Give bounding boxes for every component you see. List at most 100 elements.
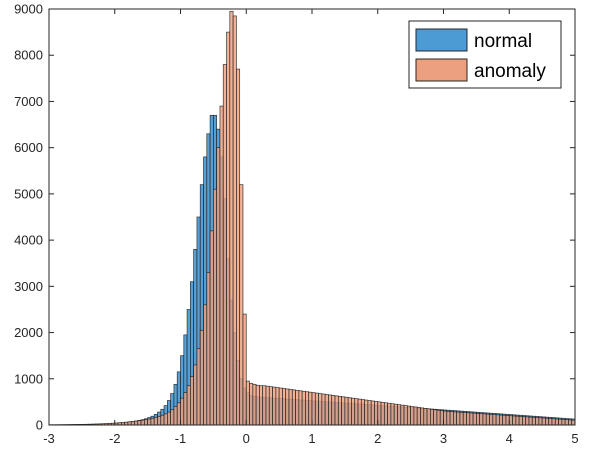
bar-anomaly: [232, 15, 237, 426]
bar-anomaly: [420, 407, 425, 426]
y-tick-label: 7000: [14, 94, 43, 109]
bar-anomaly: [476, 413, 481, 426]
bar-anomaly: [318, 393, 323, 426]
bar-anomaly: [321, 393, 326, 426]
bar-anomaly: [469, 412, 474, 426]
bar-anomaly: [459, 411, 464, 426]
bar-anomaly: [196, 348, 201, 426]
bar-anomaly: [347, 397, 352, 426]
bar-anomaly: [163, 413, 168, 426]
bar-anomaly: [393, 403, 398, 426]
bar-anomaly: [147, 418, 152, 426]
bar-anomaly: [324, 394, 329, 426]
y-tick-label: 0: [36, 418, 43, 433]
bar-anomaly: [331, 395, 336, 426]
bar-anomaly: [272, 386, 277, 426]
bar-anomaly: [242, 313, 247, 426]
bar-anomaly: [229, 10, 234, 426]
bar-anomaly: [531, 417, 536, 426]
y-axis-ticks: 0 1000 2000 3000 4000 5000 6000 7000 8000 9000: [14, 2, 575, 433]
bar-anomaly: [153, 417, 158, 426]
bar-anomaly: [495, 414, 500, 426]
bar-anomaly: [206, 272, 211, 426]
bar-anomaly: [252, 383, 257, 426]
bar-anomaly: [541, 417, 546, 426]
bar-anomaly: [183, 392, 188, 426]
bar-anomaly: [551, 418, 556, 426]
bar-anomaly: [499, 414, 504, 426]
bar-anomaly: [364, 399, 369, 426]
bar-anomaly: [370, 400, 375, 426]
bar-anomaly: [255, 384, 260, 426]
x-tick-label: 3: [440, 431, 447, 446]
bar-anomaly: [170, 409, 175, 426]
bar-anomaly: [173, 406, 178, 426]
y-tick-label: 1000: [14, 371, 43, 386]
bar-anomaly: [426, 408, 431, 426]
bar-anomaly: [406, 405, 411, 426]
bar-anomaly: [295, 389, 300, 426]
bar-anomaly: [462, 412, 467, 426]
bar-anomaly: [268, 386, 273, 426]
y-tick-label: 5000: [14, 186, 43, 201]
bar-anomaly: [357, 398, 362, 426]
bar-anomaly: [525, 416, 530, 426]
bar-anomaly: [344, 396, 349, 426]
bar-anomaly: [502, 414, 507, 426]
bar-anomaly: [554, 418, 559, 426]
bar-anomaly: [387, 402, 392, 426]
bar-anomaly: [430, 408, 434, 426]
y-tick-label: 6000: [14, 140, 43, 155]
bar-anomaly: [538, 417, 543, 426]
bar-anomaly: [259, 385, 264, 426]
bar-anomaly: [515, 415, 520, 426]
bar-anomaly: [479, 413, 484, 426]
bar-anomaly: [150, 417, 155, 426]
bar-anomaly: [400, 404, 405, 426]
bar-anomaly: [489, 414, 494, 426]
bar-anomaly: [301, 390, 306, 426]
bar-anomaly: [298, 390, 303, 426]
bar-anomaly: [433, 409, 438, 426]
y-tick-label: 4000: [14, 233, 43, 248]
bar-anomaly: [157, 416, 162, 426]
bar-anomaly: [390, 403, 395, 426]
bar-anomaly: [568, 419, 573, 426]
bar-anomaly: [528, 416, 533, 426]
bar-anomaly: [548, 418, 553, 426]
bar-anomaly: [360, 399, 365, 426]
bar-anomaly: [416, 407, 421, 426]
bar-anomaly: [262, 385, 267, 426]
legend-label-normal: normal: [474, 31, 532, 52]
y-tick-label: 9000: [14, 2, 43, 17]
bar-anomaly: [380, 402, 385, 426]
bar-anomaly: [410, 406, 415, 426]
bar-anomaly: [518, 416, 523, 426]
bar-anomaly: [288, 389, 293, 426]
bar-anomaly: [482, 413, 487, 426]
bar-anomaly: [354, 398, 359, 426]
x-axis-ticks: -3 -2 -1 0 1 2 3 4 5: [43, 9, 579, 446]
bar-anomaly: [423, 408, 428, 426]
bar-anomaly: [561, 419, 566, 426]
bar-anomaly: [137, 420, 142, 426]
bar-anomaly: [130, 421, 135, 426]
bar-anomaly: [558, 418, 563, 426]
legend: normal anomaly: [408, 20, 562, 89]
bar-anomaly: [403, 405, 408, 426]
bar-anomaly: [397, 404, 402, 426]
bar-anomaly: [222, 64, 227, 426]
bar-anomaly: [337, 395, 342, 426]
bar-anomaly: [285, 388, 290, 426]
bar-anomaly: [453, 411, 457, 426]
bar-anomaly: [216, 147, 221, 426]
bar-anomaly: [314, 392, 319, 426]
bar-anomaly: [545, 417, 550, 426]
bar-anomaly: [134, 420, 139, 426]
bar-anomaly: [564, 419, 569, 426]
bar-anomaly: [291, 389, 296, 426]
bar-anomaly: [186, 385, 191, 426]
x-tick-label: -3: [43, 431, 55, 446]
bar-anomaly: [226, 31, 231, 426]
bar-anomaly: [466, 412, 471, 426]
